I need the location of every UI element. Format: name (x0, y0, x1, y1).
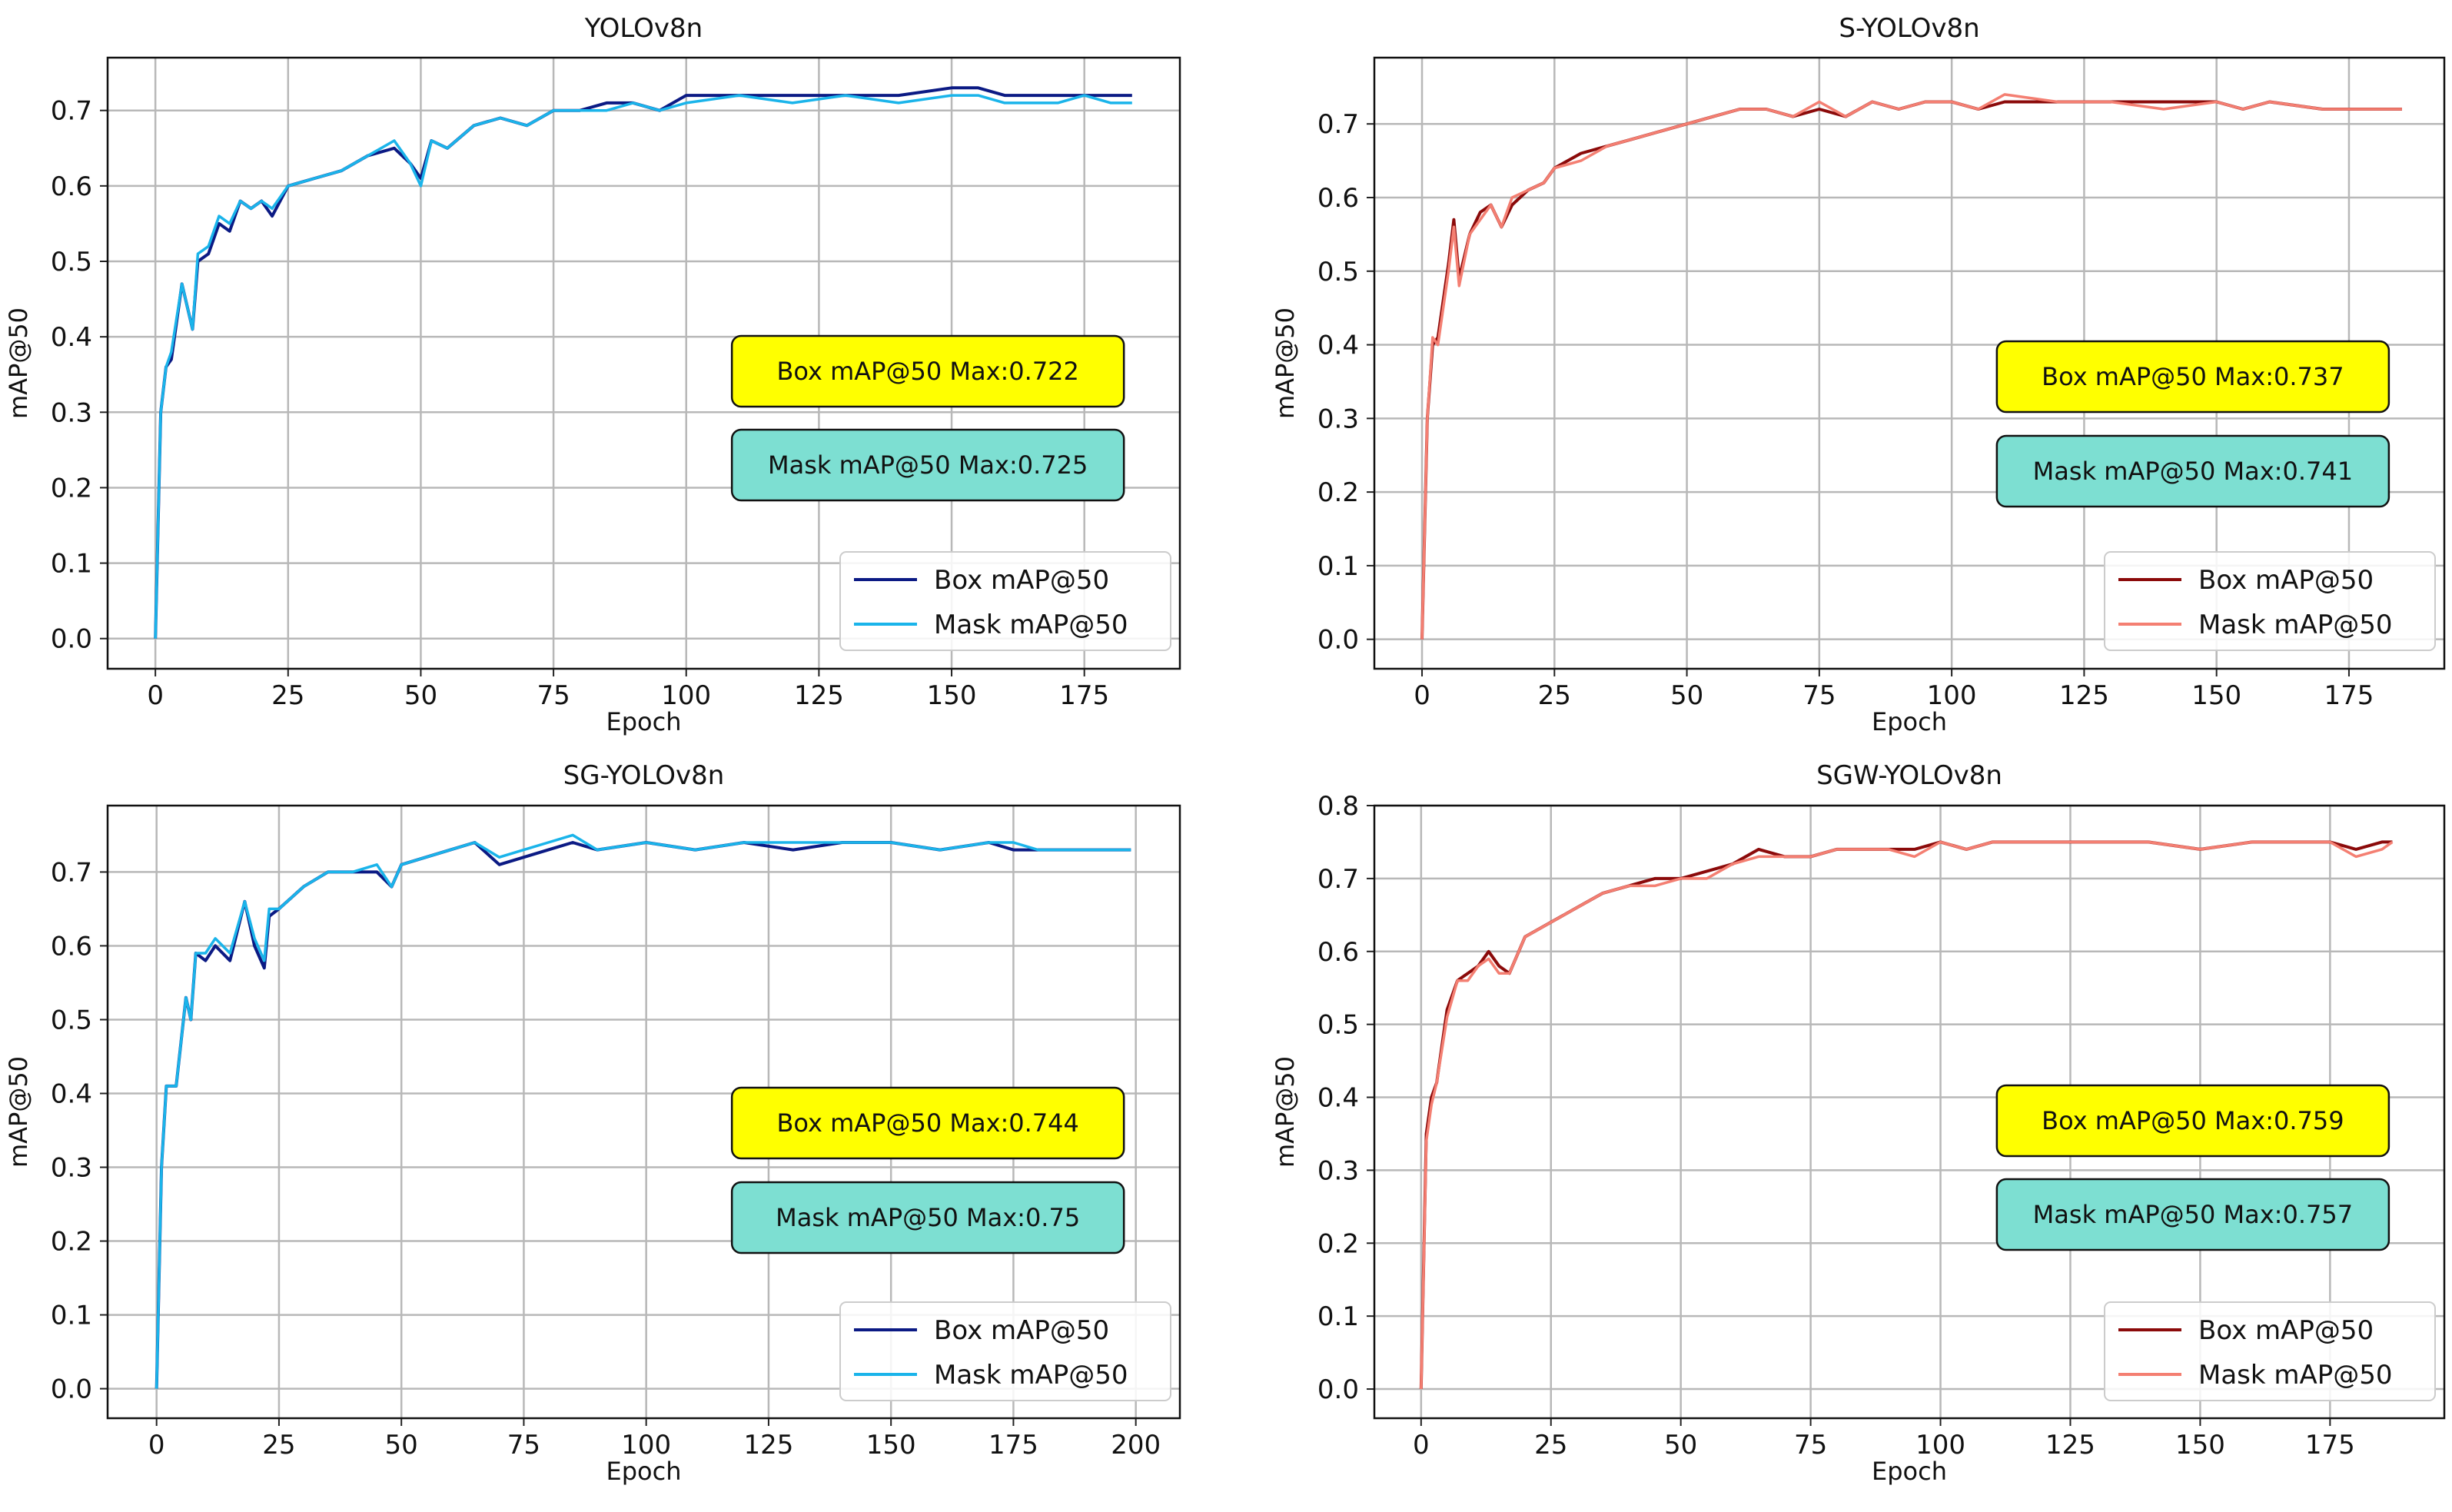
x-tick-label: 75 (537, 680, 570, 711)
mask-max-annotation: Mask mAP@50 Max:0.725 (768, 450, 1088, 480)
mask-max-annotation-box (730, 428, 1125, 502)
y-tick-label: 0.5 (51, 247, 92, 277)
y-tick-label: 0.2 (51, 473, 92, 503)
y-axis-label: mAP@50 (4, 307, 33, 419)
y-tick-label: 0.3 (51, 397, 92, 428)
legend (839, 551, 1171, 651)
box-max-annotation-box (730, 334, 1125, 408)
legend-label: Box mAP@50 (934, 565, 1109, 596)
x-tick-label: 150 (927, 680, 977, 711)
y-tick-label: 0.4 (51, 322, 92, 353)
series-line-mask (154, 94, 1132, 639)
x-tick-label: 125 (794, 680, 844, 711)
y-tick-label: 0.1 (51, 549, 92, 580)
x-axis-label: Epoch (606, 707, 682, 736)
y-tick-label: 0.6 (51, 171, 92, 202)
x-tick-label: 0 (147, 680, 164, 711)
chart-title: YOLOv8n (584, 13, 703, 44)
plot-frame (106, 56, 1181, 670)
x-tick-label: 100 (661, 680, 711, 711)
legend-label: Mask mAP@50 (934, 610, 1128, 640)
y-tick-label: 0.0 (51, 624, 92, 655)
x-tick-label: 25 (271, 680, 304, 711)
x-tick-label: 175 (1059, 680, 1109, 711)
x-tick-label: 50 (404, 680, 437, 711)
y-tick-label: 0.7 (51, 96, 92, 127)
box-max-annotation: Box mAP@50 Max:0.722 (776, 357, 1078, 386)
